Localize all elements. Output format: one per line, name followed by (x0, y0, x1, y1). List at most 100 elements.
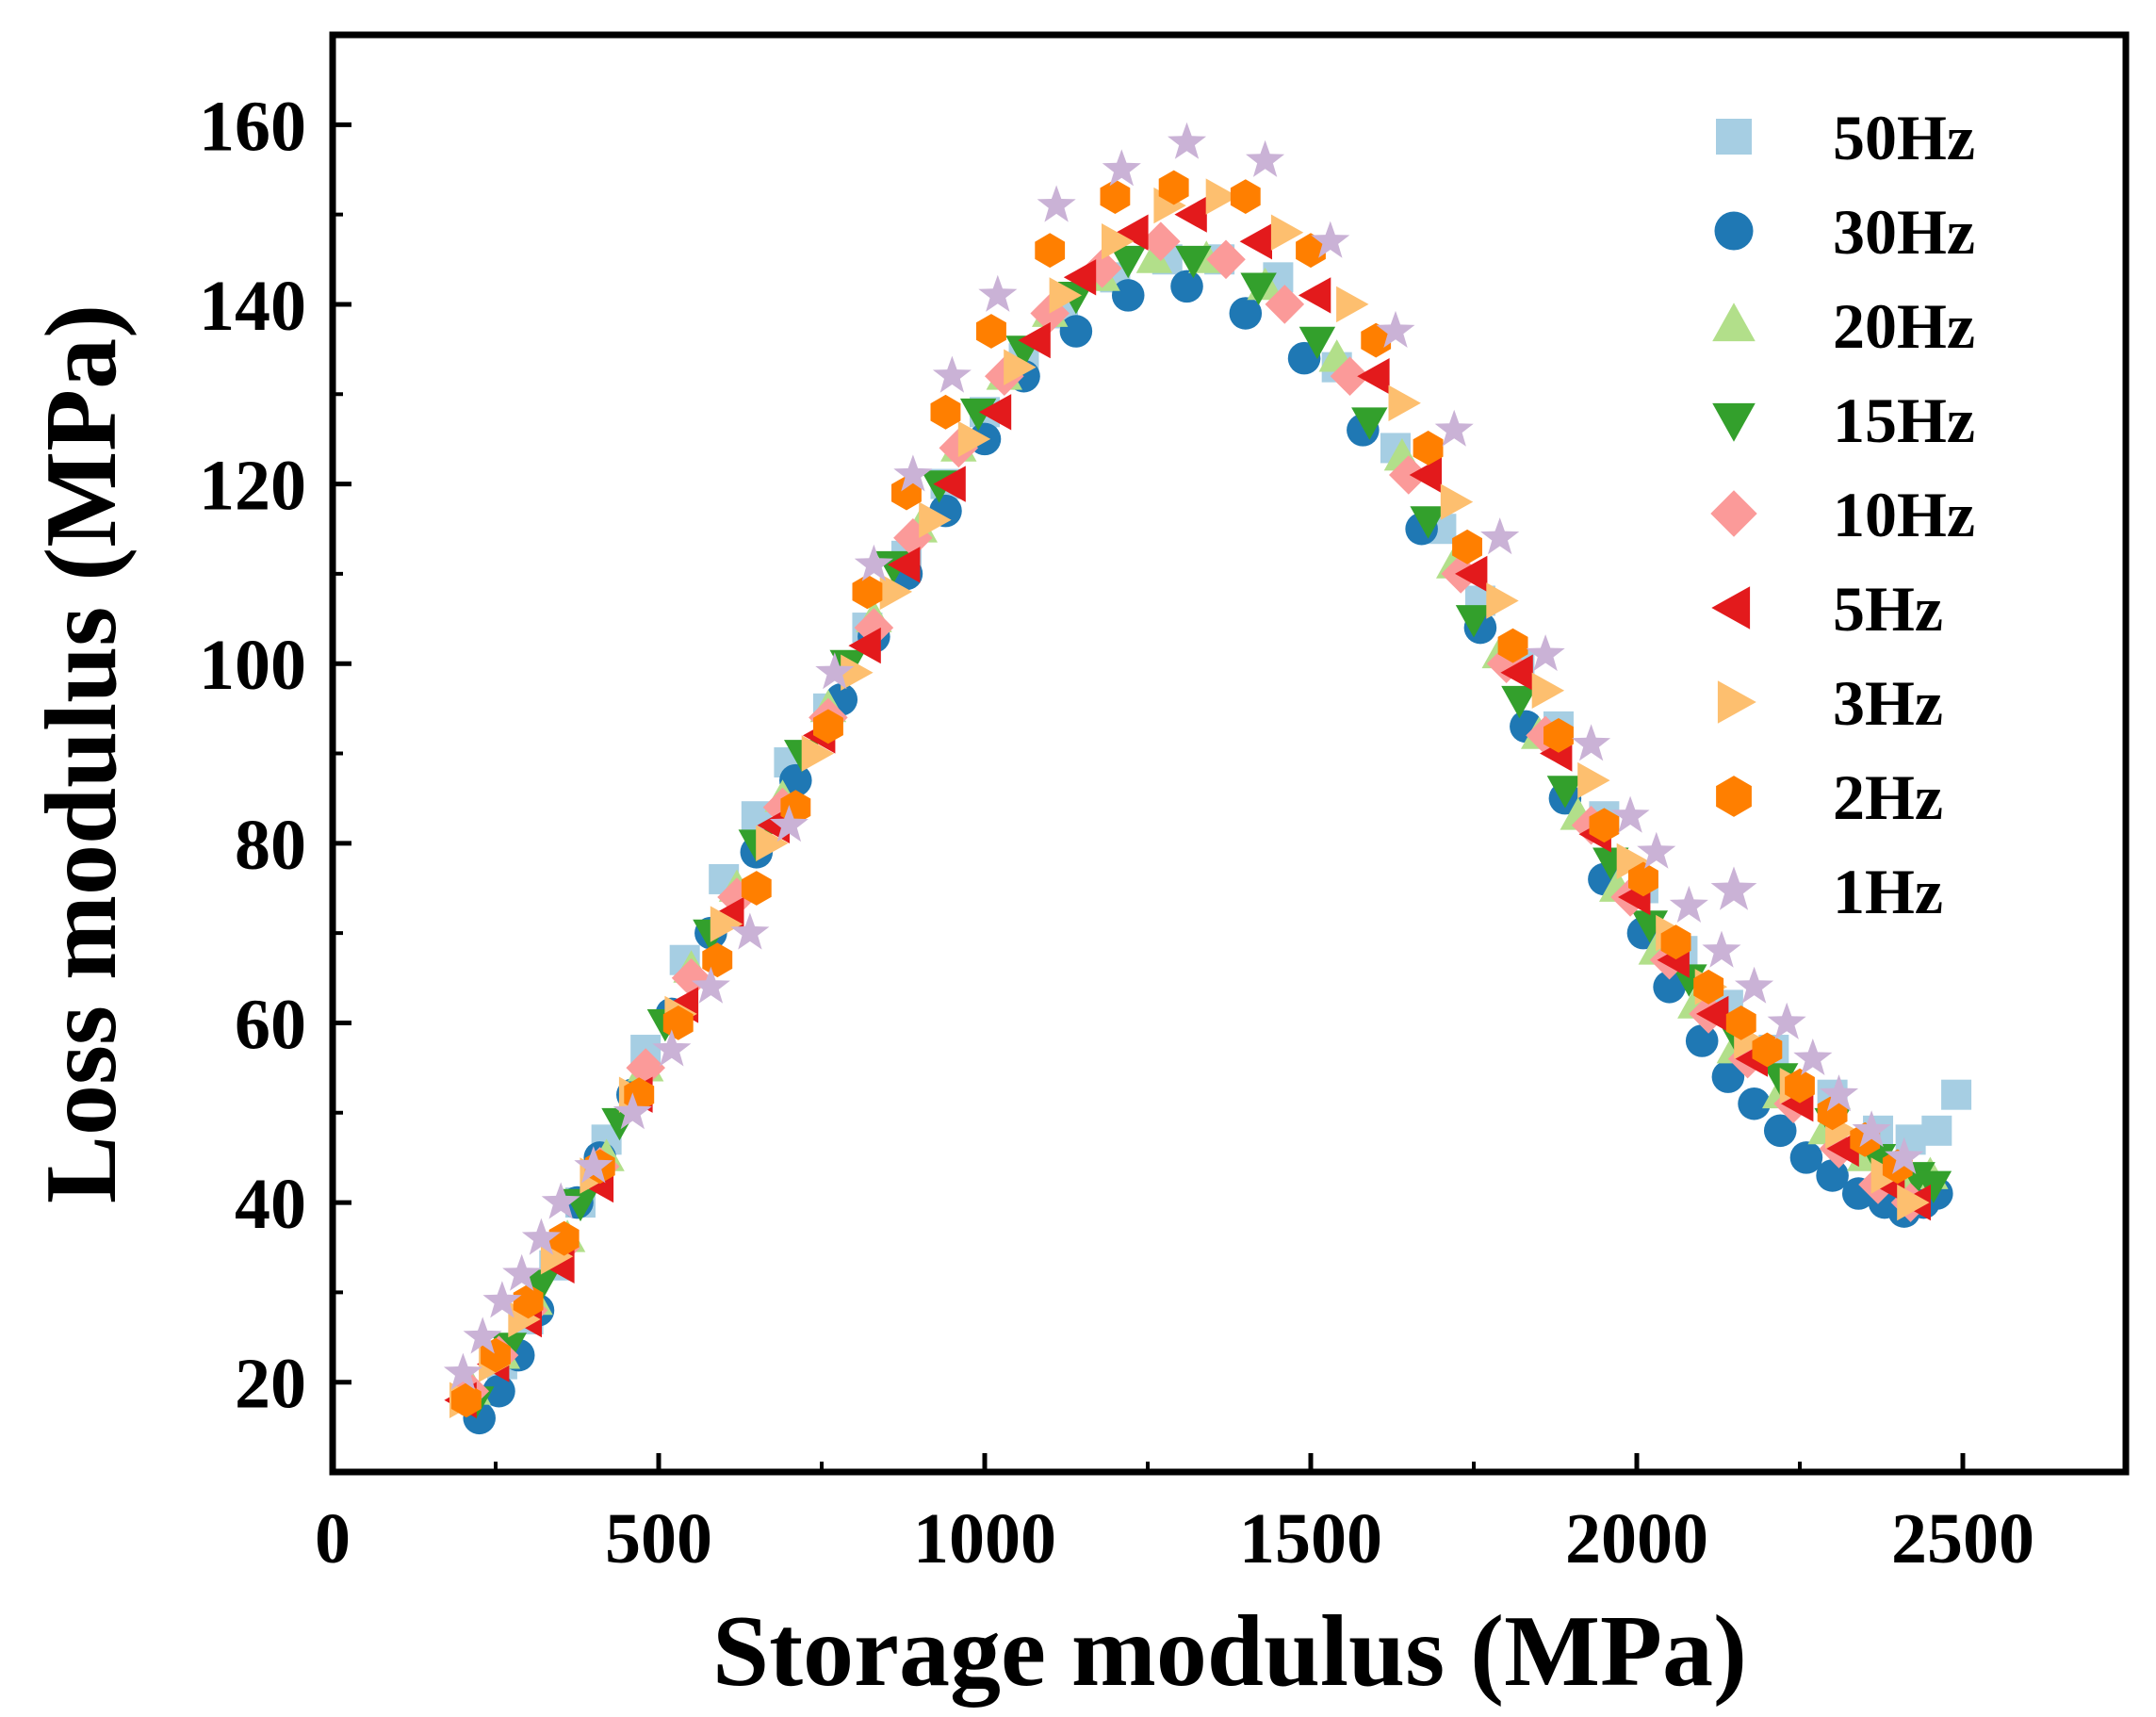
data-point (1298, 326, 1336, 360)
data-point (893, 518, 933, 558)
legend-item: 10Hz (1710, 479, 1975, 550)
data-point (1637, 831, 1676, 869)
data-point (769, 805, 808, 842)
data-point (1696, 995, 1729, 1033)
data-point (1653, 971, 1686, 1004)
data-point (1752, 1032, 1783, 1068)
data-point (1330, 356, 1370, 396)
legend-label: 30Hz (1833, 196, 1975, 268)
legend: 50Hz 30Hz 20Hz 15Hz 10Hz 5Hz 3Hz 2Hz 1Hz (1710, 102, 1975, 927)
legend-label: 5Hz (1833, 573, 1943, 645)
data-point (482, 1374, 515, 1408)
data-point (1434, 409, 1474, 447)
data-point (1577, 761, 1610, 799)
data-point (1158, 170, 1189, 205)
data-point (879, 573, 913, 611)
data-point (1063, 259, 1097, 296)
data-point (1206, 239, 1246, 280)
data-point (1941, 1079, 1972, 1110)
data-point (1589, 808, 1620, 843)
y-tick-label: 100 (199, 626, 306, 705)
y-tick-label: 60 (235, 985, 306, 1064)
data-point (1389, 455, 1429, 495)
x-tick-label: 0 (315, 1499, 351, 1578)
data-point (730, 912, 770, 950)
data-point (1239, 223, 1272, 260)
legend-label: 50Hz (1833, 102, 1975, 173)
legend-marker (1716, 119, 1752, 155)
data-point (1793, 1038, 1833, 1075)
data-point (1059, 315, 1093, 348)
data-point (1610, 795, 1650, 833)
data-point (1789, 1141, 1823, 1174)
data-point (933, 466, 966, 502)
data-point (1018, 321, 1051, 359)
data-point (1004, 349, 1037, 385)
legend-marker (1717, 680, 1756, 724)
data-point (1170, 270, 1203, 303)
data-point (1628, 861, 1658, 897)
data-point (1135, 240, 1173, 273)
y-tick-label: 160 (199, 87, 306, 166)
legend-item: 50Hz (1716, 102, 1975, 173)
data-point (502, 1253, 542, 1291)
data-point (1037, 185, 1076, 222)
data-point (1265, 285, 1305, 324)
data-point (1100, 179, 1131, 214)
data-point (1572, 724, 1611, 761)
data-point (801, 735, 835, 772)
legend-marker (1712, 303, 1756, 342)
data-point (443, 1352, 482, 1390)
data-point (1817, 1095, 1848, 1131)
x-tick-label: 1500 (1239, 1499, 1382, 1578)
data-points (443, 122, 1972, 1435)
data-point (1351, 407, 1388, 440)
data-point (652, 1029, 692, 1067)
data-point (1497, 628, 1528, 663)
data-point (1725, 1006, 1756, 1040)
data-point (893, 454, 933, 492)
data-point (1388, 384, 1421, 421)
legend-marker (1712, 402, 1756, 442)
data-point (1897, 1184, 1930, 1221)
data-point (1735, 966, 1774, 1004)
data-point (1311, 221, 1350, 258)
data-point (1410, 506, 1446, 539)
data-point (976, 314, 1006, 349)
data-point (574, 1146, 613, 1184)
data-point (1816, 1159, 1849, 1192)
data-point (1526, 634, 1565, 672)
data-point (1230, 179, 1261, 214)
data-point (1409, 456, 1442, 494)
data-point (978, 394, 1012, 431)
legend-marker (1711, 586, 1751, 630)
data-point (1531, 672, 1565, 709)
data-point (756, 825, 789, 861)
data-point (710, 906, 743, 942)
data-point (815, 652, 855, 690)
x-tick-label: 1000 (913, 1499, 1056, 1578)
data-point (1035, 233, 1066, 269)
data-point (932, 355, 972, 393)
y-axis-title: Loss modulus (MPa) (25, 304, 138, 1203)
data-point (1229, 297, 1263, 330)
data-point (1702, 930, 1741, 968)
data-point (1141, 221, 1181, 261)
legend-item: 20Hz (1712, 290, 1975, 362)
data-point (1763, 1114, 1797, 1148)
data-point (1168, 122, 1207, 159)
data-point (482, 1281, 522, 1318)
y-tick-label: 120 (199, 447, 306, 526)
legend-item: 2Hz (1716, 761, 1943, 833)
data-point (1455, 555, 1488, 593)
data-point (1669, 885, 1708, 923)
data-point (1413, 431, 1444, 466)
data-point (1361, 322, 1392, 358)
data-point (521, 1218, 561, 1255)
data-point (1440, 483, 1474, 520)
legend-label: 3Hz (1833, 667, 1943, 739)
legend-marker (1716, 776, 1752, 817)
data-point (1205, 178, 1239, 215)
data-point (919, 501, 952, 538)
